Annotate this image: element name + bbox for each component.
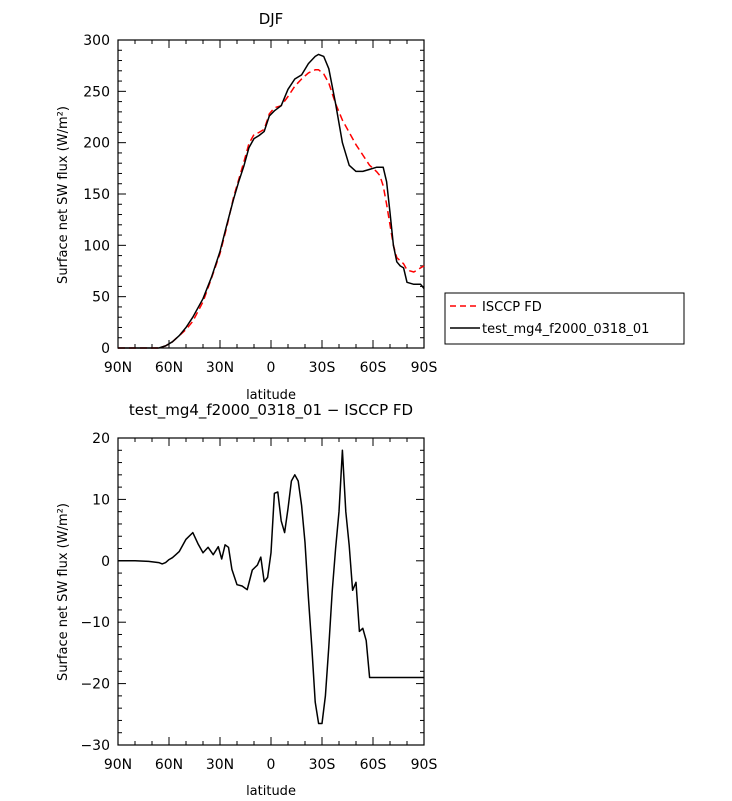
y-tick-label: −10	[80, 615, 110, 631]
chart-title-top: DJF	[259, 10, 284, 28]
y-tick-label: 150	[83, 187, 110, 203]
y-tick-label: 200	[83, 136, 110, 152]
y-axis-label-bottom: Surface net SW flux (W/m²)	[56, 503, 71, 681]
x-tick-label: 90S	[411, 360, 438, 376]
y-tick-label: 250	[83, 84, 110, 100]
y-tick-label: −30	[80, 738, 110, 754]
series-line-test-mg4-f2000-0318-01	[118, 53, 425, 349]
series-lines-top	[118, 53, 425, 349]
x-tick-label: 90S	[411, 757, 438, 773]
legend-label-test: test_mg4_f2000_0318_01	[482, 322, 649, 337]
legend: ISCCP FD test_mg4_f2000_0318_01	[444, 292, 685, 345]
series-lines-bottom	[118, 449, 424, 725]
x-tick-label: 30N	[206, 360, 234, 376]
x-axis-label-bottom: latitude	[246, 784, 296, 799]
y-tick-label: 300	[83, 33, 110, 49]
series-line-isccp-fd	[118, 69, 425, 349]
chart-panel-top: DJF latitude Surface net SW flux (W/m²) …	[56, 10, 685, 403]
y-tick-label: 20	[92, 431, 110, 447]
x-tick-label: 30S	[309, 757, 336, 773]
x-tick-label: 0	[267, 757, 276, 773]
y-tick-label: 0	[101, 554, 110, 570]
x-tick-label: 60N	[155, 360, 183, 376]
x-tick-label: 90N	[104, 757, 132, 773]
y-tick-label: 100	[83, 238, 110, 254]
plot-frame-bottom: 90N 60N 30N 0 30S 60S 90S 20 10 0 −10 −20 −30	[80, 431, 437, 773]
x-tick-label: 60N	[155, 757, 183, 773]
legend-box	[444, 292, 685, 345]
y-tick-label: 50	[92, 290, 110, 306]
y-axis-label-top: Surface net SW flux (W/m²)	[56, 106, 71, 284]
x-tick-label: 60S	[360, 757, 387, 773]
x-tick-label: 30N	[206, 757, 234, 773]
chart-panel-bottom: test_mg4_f2000_0318_01 − ISCCP FD latitu…	[56, 401, 437, 799]
plot-area	[117, 39, 425, 349]
chart-title-bottom: test_mg4_f2000_0318_01 − ISCCP FD	[129, 401, 413, 420]
series-line-difference	[118, 449, 424, 725]
y-tick-label: 10	[92, 492, 110, 508]
x-tick-label: 60S	[360, 360, 387, 376]
plot-frame-top: 90N 60N 30N 0 30S 60S 90S 0 50 100 150 200 250 300	[83, 33, 437, 376]
y-tick-label: 0	[101, 341, 110, 357]
y-tick-label: −20	[80, 677, 110, 693]
x-tick-label: 30S	[309, 360, 336, 376]
plot-area	[117, 437, 425, 746]
x-tick-label: 0	[267, 360, 276, 376]
x-tick-label: 90N	[104, 360, 132, 376]
x-axis-label-top: latitude	[246, 388, 296, 403]
legend-label-isccp: ISCCP FD	[482, 300, 542, 315]
